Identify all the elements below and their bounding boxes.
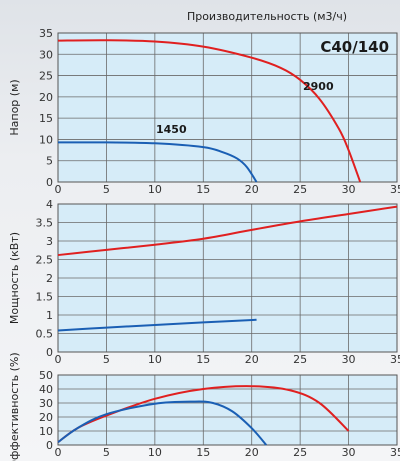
panel-3: 0102030405005101520253035Эффективность (…: [8, 352, 400, 461]
x-tick-label: 30: [342, 353, 356, 366]
panel-1: 0 5 10 15 20 25 30 35 0 5 10 15 20 25 30 35 Напор (м): [8, 27, 400, 196]
x-tick-label: 35: [390, 446, 400, 459]
x-tick-label: 30: [342, 183, 356, 196]
series-line-1450: [57, 318, 257, 332]
y-axis-label: Мощность (кВт): [8, 232, 21, 324]
series-line-1450: [57, 400, 268, 446]
x-tick-label: 25: [293, 183, 307, 196]
y-tick-label: 0: [46, 439, 53, 452]
x-tick-label: 25: [293, 446, 307, 459]
x-tick-label: 25: [293, 353, 307, 366]
x-tick-label: 15: [196, 183, 210, 196]
x-tick-label: 0: [55, 183, 62, 196]
speed-label-2900: 2900: [303, 80, 334, 93]
panel-2: 00.511.522.533.5405101520253035Мощность …: [8, 198, 400, 366]
y-tick-label: 30: [39, 397, 53, 410]
y-tick-label: 20: [39, 411, 53, 424]
x-tick-label: 5: [103, 446, 110, 459]
x-tick-label: 0: [55, 353, 62, 366]
series-line-2900: [57, 205, 398, 257]
x-tick-label: 10: [148, 353, 162, 366]
speed-label-1450: 1450: [156, 123, 187, 136]
y-tick-label: 3.5: [36, 217, 54, 230]
series-line-1450: [57, 141, 258, 183]
plot-border: [57, 32, 398, 183]
plot-area: [58, 375, 397, 445]
plot-border: [57, 203, 398, 353]
x-tick-label: 10: [148, 446, 162, 459]
y-tick-label: 40: [39, 383, 53, 396]
y-tick-label: 0.5: [36, 328, 54, 341]
y-axis-label: Эффективность (%): [8, 352, 21, 461]
x-tick-label: 35: [390, 353, 400, 366]
y-tick-label: 30: [39, 48, 53, 61]
y-tick-label: 10: [39, 133, 53, 146]
chart-top-title: Производительность (м3/ч): [187, 10, 347, 23]
y-tick-label: 5: [46, 155, 53, 168]
y-tick-label: 4: [46, 198, 53, 211]
x-tick-label: 30: [342, 446, 356, 459]
y-tick-label: 35: [39, 27, 53, 40]
x-tick-label: 0: [55, 446, 62, 459]
plot-border: [57, 374, 398, 446]
y-tick-label: 2.5: [36, 254, 54, 267]
y-tick-label: 1: [46, 309, 53, 322]
x-tick-label: 15: [196, 353, 210, 366]
y-tick-label: 50: [39, 369, 53, 382]
model-label: C40/140: [320, 38, 389, 56]
plot-area: [58, 33, 397, 182]
x-tick-label: 35: [390, 183, 400, 196]
y-tick-label: 15: [39, 112, 53, 125]
x-tick-label: 15: [196, 446, 210, 459]
y-tick-label: 0: [46, 176, 53, 189]
x-tick-label: 20: [245, 183, 259, 196]
y-tick-label: 0: [46, 346, 53, 359]
x-tick-label: 20: [245, 353, 259, 366]
x-tick-label: 5: [103, 353, 110, 366]
y-tick-label: 25: [39, 70, 53, 83]
y-tick-label: 3: [46, 235, 53, 248]
x-tick-label: 10: [148, 183, 162, 196]
y-tick-label: 2: [46, 272, 53, 285]
y-tick-label: 1.5: [36, 291, 54, 304]
y-axis-label: Напор (м): [8, 79, 21, 135]
x-tick-label: 5: [103, 183, 110, 196]
y-tick-label: 20: [39, 91, 53, 104]
series-line-2900: [57, 39, 362, 183]
y-tick-label: 10: [39, 425, 53, 438]
x-tick-label: 20: [245, 446, 259, 459]
